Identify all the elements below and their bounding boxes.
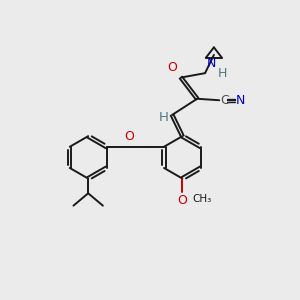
Text: O: O xyxy=(124,130,134,143)
Text: N: N xyxy=(236,94,245,107)
Text: O: O xyxy=(178,194,187,207)
Text: H: H xyxy=(218,67,227,80)
Text: C: C xyxy=(221,94,230,107)
Text: CH₃: CH₃ xyxy=(192,194,212,204)
Text: N: N xyxy=(206,57,216,70)
Text: O: O xyxy=(168,61,178,74)
Text: H: H xyxy=(159,111,169,124)
